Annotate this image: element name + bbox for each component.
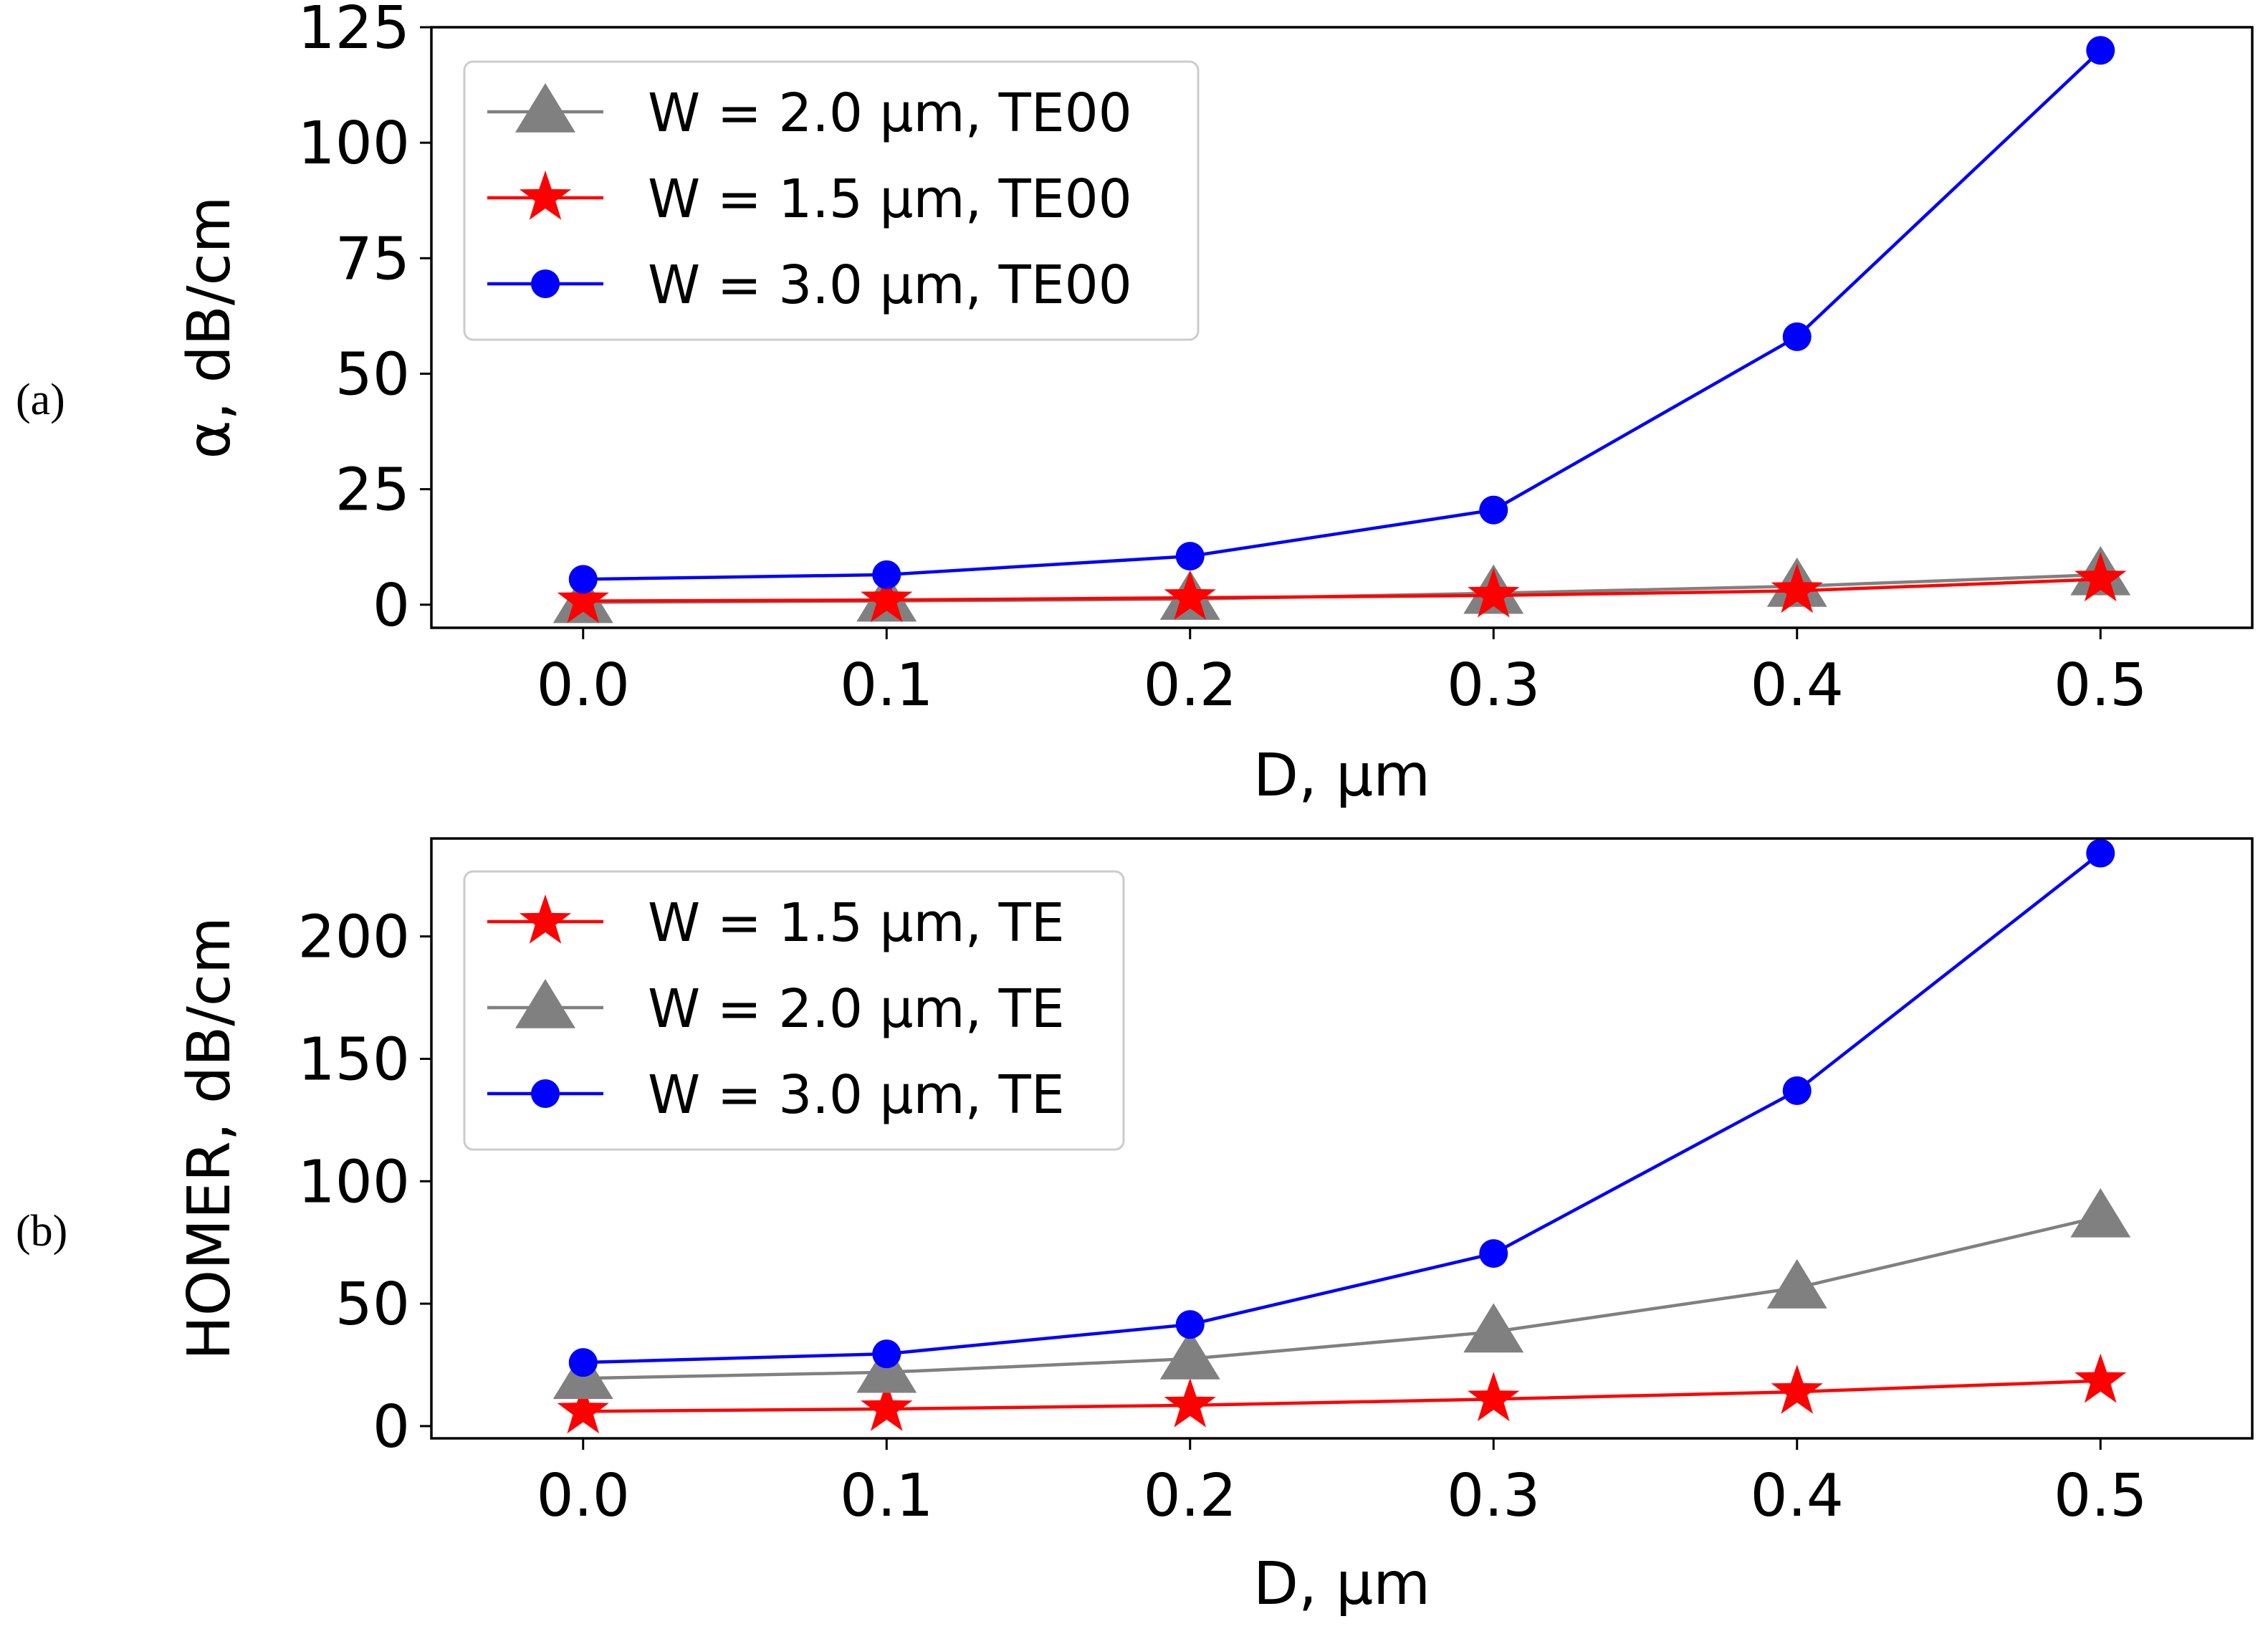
x-axis-label: D, μm — [1253, 742, 1430, 810]
data-point — [568, 1348, 598, 1377]
data-point — [861, 1382, 913, 1431]
panel-a: (a) 0.0 0.1 0.2 0.3 0.4 0.5 0 25 50 75 100 125 D, μm α… — [16, 0, 2254, 810]
legend-label: W = 2.0 μm, TE — [648, 978, 1065, 1040]
data-point — [568, 565, 598, 594]
series-3 — [568, 36, 2115, 594]
data-point — [1164, 570, 1216, 620]
data-point — [1175, 542, 1205, 571]
series-2 — [552, 1188, 2131, 1400]
data-point — [1468, 1372, 1520, 1422]
data-point — [1479, 495, 1508, 525]
data-point — [1782, 1076, 1812, 1105]
legend-entry: W = 3.0 μm, TE — [487, 1064, 1065, 1126]
data-point — [1782, 322, 1812, 351]
data-point — [1771, 563, 1823, 613]
y-tick-label: 0 — [373, 572, 410, 640]
data-point — [2075, 552, 2127, 602]
legend-label: W = 1.5 μm, TE00 — [648, 168, 1132, 230]
data-point — [1164, 1377, 1216, 1428]
legend-marker — [519, 171, 572, 220]
legend-entry: W = 1.5 μm, TE00 — [487, 168, 1132, 230]
x-tick-label: 0.4 — [1751, 651, 1844, 720]
x-tick-label: 0.3 — [1447, 651, 1540, 720]
y-tick-label: 125 — [297, 0, 410, 62]
panel-b: (b) 0.0 0.1 0.2 0.3 0.4 0.5 0 50 100 150 200 D, μm HO… — [16, 837, 2254, 1618]
data-point — [1159, 1329, 1220, 1380]
legend-entry: W = 2.0 μm, TE — [487, 978, 1065, 1040]
data-point — [1468, 568, 1520, 618]
data-point — [872, 560, 901, 589]
x-tick-label: 0.5 — [2054, 1462, 2147, 1530]
data-point — [861, 573, 913, 623]
y-tick-label: 50 — [335, 1271, 410, 1339]
y-tick-label: 200 — [297, 904, 410, 972]
panel-label: (b) — [16, 1207, 67, 1256]
y-tick-label: 100 — [297, 110, 410, 178]
series-line — [583, 851, 2102, 1365]
plot-frame — [430, 26, 2254, 629]
data-point — [856, 1343, 917, 1393]
data-point — [557, 1384, 609, 1434]
x-tick-label: 0.2 — [1144, 651, 1237, 720]
legend-label: W = 3.0 μm, TE — [648, 1064, 1065, 1126]
legend-box — [463, 60, 1200, 341]
series-2 — [557, 552, 2127, 623]
y-tick-label: 0 — [373, 1393, 410, 1461]
series-line — [583, 578, 2101, 603]
legend-label: W = 1.5 μm, TE — [648, 892, 1065, 954]
legend: W = 1.5 μm, TE W = 2.0 μm, TE W = 3.0 μm, … — [463, 870, 1125, 1151]
x-axis-label: D, μm — [1253, 1550, 1430, 1618]
x-tick-label: 0.2 — [1144, 1462, 1237, 1530]
series-line — [583, 1379, 2101, 1413]
y-tick-label: 100 — [297, 1148, 410, 1216]
legend-marker — [531, 269, 560, 298]
x-tick-label: 0.0 — [537, 1462, 630, 1530]
data-point — [1771, 1365, 1823, 1414]
data-point — [872, 1339, 901, 1369]
x-tick-label: 0.5 — [2054, 651, 2147, 720]
legend-entry: W = 1.5 μm, TE — [487, 892, 1065, 954]
data-point — [2075, 1353, 2127, 1403]
x-tick-label: 0.0 — [537, 651, 630, 720]
x-tick-label: 0.4 — [1751, 1462, 1844, 1530]
panel-label: (a) — [16, 376, 65, 424]
data-point — [2070, 1188, 2131, 1238]
data-point — [1463, 1303, 1524, 1353]
y-tick-label: 150 — [297, 1026, 410, 1094]
legend-marker — [519, 894, 572, 944]
legend-marker — [515, 83, 575, 133]
x-tick-label: 0.1 — [840, 651, 933, 720]
legend: W = 2.0 μm, TE00 W = 1.5 μm, TE00 W = 3.0 … — [463, 60, 1200, 341]
data-point — [1479, 1239, 1508, 1268]
data-point — [1766, 1258, 1827, 1309]
series-line — [583, 49, 2102, 581]
y-axis-label: HOMER, dB/cm — [176, 917, 244, 1360]
series-line — [583, 1215, 2101, 1380]
data-point — [557, 573, 609, 623]
legend-label: W = 2.0 μm, TE00 — [648, 82, 1132, 144]
legend-entry: W = 3.0 μm, TE00 — [487, 254, 1132, 316]
x-tick-label: 0.1 — [840, 1462, 933, 1530]
x-tick-label: 0.3 — [1447, 1462, 1540, 1530]
data-point — [1175, 1310, 1205, 1339]
y-tick-label: 25 — [335, 457, 410, 525]
legend-marker — [531, 1079, 560, 1108]
y-tick-label: 75 — [335, 225, 410, 293]
y-tick-label: 50 — [335, 340, 410, 408]
data-point — [2086, 36, 2115, 65]
legend-label: W = 3.0 μm, TE00 — [648, 254, 1132, 316]
data-point — [2086, 838, 2115, 868]
series-1 — [557, 1353, 2127, 1434]
plot-frame — [430, 837, 2254, 1440]
legend-box — [463, 870, 1125, 1151]
series-3 — [568, 838, 2115, 1377]
legend-marker — [515, 979, 575, 1028]
legend-entry: W = 2.0 μm, TE00 — [487, 82, 1132, 144]
y-axis-label: α, dB/cm — [176, 196, 244, 459]
